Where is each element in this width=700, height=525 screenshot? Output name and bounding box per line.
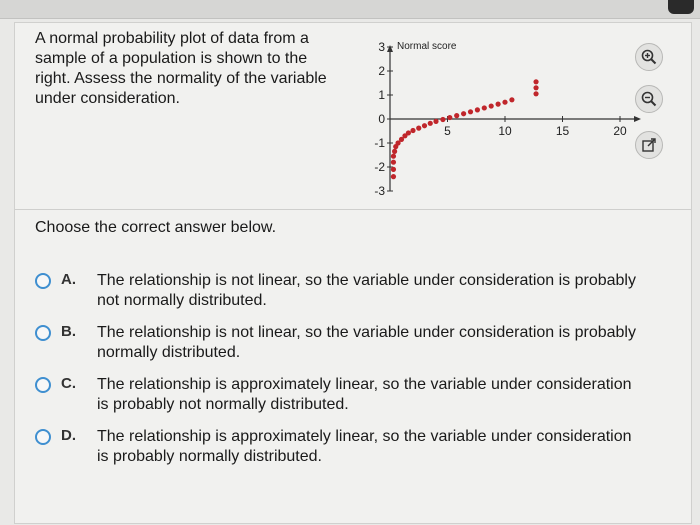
zoom-out-icon: [641, 91, 657, 107]
data-point: [392, 148, 398, 154]
data-point: [427, 120, 433, 126]
data-point: [474, 107, 480, 113]
data-point: [502, 99, 508, 105]
data-point: [533, 91, 539, 97]
y-axis-arrow: [387, 45, 393, 52]
data-point: [495, 101, 501, 107]
answer-prompt: Choose the correct answer below.: [35, 219, 277, 236]
y-tick-label: 0: [378, 112, 385, 126]
y-tick-label: 2: [378, 64, 385, 78]
data-point: [402, 133, 408, 139]
option-letter: D.: [61, 427, 76, 444]
data-point: [440, 116, 446, 123]
option-a[interactable]: A. The relationship is not linear, so th…: [35, 269, 655, 321]
data-point: [416, 125, 422, 131]
zoom-in-button[interactable]: [635, 43, 663, 71]
data-point: [390, 159, 397, 165]
x-tick-label: 10: [498, 124, 512, 138]
zoom-out-button[interactable]: [635, 85, 663, 113]
option-text[interactable]: The relationship is not linear, so the v…: [97, 272, 636, 309]
question-text: A normal probability plot of data from a…: [35, 30, 327, 107]
divider: [15, 209, 691, 210]
x-tick-label: 15: [556, 124, 570, 138]
data-point: [390, 153, 397, 159]
zoom-in-icon: [641, 49, 657, 65]
option-d[interactable]: D. The relationship is approximately lin…: [35, 425, 655, 477]
x-tick-label: 20: [613, 124, 627, 138]
data-point: [390, 166, 397, 172]
y-tick-label: 1: [378, 88, 385, 102]
question-panel: A normal probability plot of data from a…: [14, 22, 692, 524]
y-tick-label: -1: [374, 136, 385, 150]
option-letter: A.: [61, 271, 76, 288]
option-c[interactable]: C. The relationship is approximately lin…: [35, 373, 655, 425]
data-point: [398, 136, 405, 142]
y-tick-label: -3: [374, 184, 385, 198]
y-axis-label: Normal score: [397, 41, 457, 52]
x-axis-arrow: [634, 116, 641, 122]
external-link-icon: [642, 138, 656, 152]
data-point: [410, 127, 416, 134]
data-point: [447, 114, 453, 121]
popout-button[interactable]: [635, 131, 663, 159]
data-point: [488, 103, 494, 109]
radio-button[interactable]: [35, 273, 51, 289]
option-letter: C.: [61, 375, 76, 392]
data-point: [509, 97, 515, 103]
option-letter: B.: [61, 323, 76, 340]
option-text[interactable]: The relationship is not linear, so the v…: [97, 324, 636, 361]
data-point: [461, 111, 467, 117]
answer-options: A. The relationship is not linear, so th…: [35, 269, 655, 477]
y-tick-label: 3: [378, 40, 385, 54]
option-b[interactable]: B. The relationship is not linear, so th…: [35, 321, 655, 373]
data-point: [533, 79, 539, 85]
top-bar: [0, 0, 700, 19]
data-point: [533, 85, 539, 91]
y-tick-label: -2: [374, 160, 385, 174]
data-point: [467, 109, 474, 115]
data-point: [390, 174, 397, 180]
data-point: [421, 123, 428, 129]
corner-widget: [668, 0, 694, 14]
radio-button[interactable]: [35, 429, 51, 445]
radio-button[interactable]: [35, 325, 51, 341]
data-point: [481, 105, 487, 111]
data-point: [395, 140, 401, 146]
data-point: [405, 130, 411, 136]
data-point: [454, 113, 460, 119]
option-text[interactable]: The relationship is approximately linear…: [97, 376, 632, 413]
data-point: [433, 118, 439, 124]
option-text[interactable]: The relationship is approximately linear…: [97, 428, 632, 465]
x-tick-label: 5: [444, 124, 451, 138]
radio-button[interactable]: [35, 377, 51, 393]
